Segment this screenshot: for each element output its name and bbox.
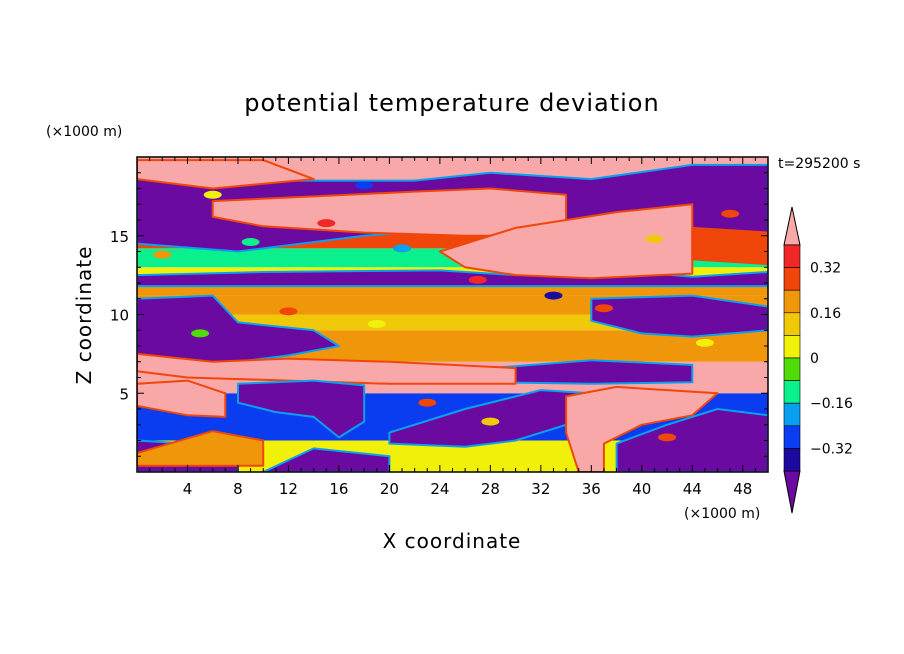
field-region <box>691 226 768 266</box>
colorbar-box <box>783 380 801 404</box>
x-axis-label: X coordinate <box>383 529 522 553</box>
field-region <box>237 379 366 439</box>
y-axis-label: Z coordinate <box>72 246 96 385</box>
colorbar: 0.32 0.16 0 −0.16 −0.32 <box>783 206 853 514</box>
field-patch <box>544 291 563 300</box>
field-region <box>438 203 694 280</box>
x-tick-label: 20 <box>380 480 399 498</box>
field-patch <box>153 250 172 259</box>
x-tick-label: 32 <box>531 480 550 498</box>
field-patch <box>367 319 386 328</box>
chart-title: potential temperature deviation <box>244 89 659 117</box>
field-region <box>137 159 315 190</box>
field-patch <box>191 329 210 338</box>
colorbar-box <box>783 357 801 381</box>
x-tick-label: 8 <box>233 480 243 498</box>
plot-area <box>137 157 768 472</box>
colorbar-box <box>783 244 801 268</box>
field-region <box>137 352 517 385</box>
colorbar-label: −0.32 <box>810 441 853 457</box>
colorbar-box <box>783 312 801 336</box>
field-patch <box>658 433 677 442</box>
x-unit-label: (×1000 m) <box>684 506 760 522</box>
colorbar-arrow-bottom <box>783 470 801 514</box>
colorbar-box <box>783 267 801 291</box>
colorbar-box <box>783 335 801 359</box>
field-patch <box>203 190 222 199</box>
colorbar-arrow-top <box>783 206 801 246</box>
field-patch <box>468 275 487 284</box>
field-patch <box>481 417 500 426</box>
y-unit-label: (×1000 m) <box>46 124 122 140</box>
field-patch <box>695 338 714 347</box>
x-tick-label: 24 <box>430 480 449 498</box>
field-region <box>262 447 391 472</box>
x-tick-label: 36 <box>582 480 601 498</box>
field-region <box>565 385 719 472</box>
colorbar-label: 0 <box>810 351 819 367</box>
y-tick-label: 15 <box>110 228 129 246</box>
field-patch <box>645 234 664 243</box>
colorbar-box <box>783 425 801 449</box>
field-patch <box>355 181 374 190</box>
colorbar-label: −0.16 <box>810 396 853 412</box>
colorbar-box <box>783 289 801 314</box>
field-region <box>137 379 227 418</box>
y-tick-label: 5 <box>119 385 129 403</box>
field-patch <box>241 238 260 247</box>
field-patch <box>279 307 298 316</box>
colorbar-box <box>783 448 801 472</box>
x-tick-label: 4 <box>183 480 193 498</box>
y-tick-label: 10 <box>110 307 129 325</box>
field-patch <box>393 244 412 253</box>
field-region <box>615 408 768 472</box>
field-patch <box>418 398 437 407</box>
colorbar-label: 0.16 <box>810 306 841 322</box>
x-tick-label: 12 <box>279 480 298 498</box>
field-patch <box>317 219 336 228</box>
field-region <box>137 430 265 467</box>
field-patch <box>594 304 613 313</box>
time-label: t=295200 s <box>778 156 860 172</box>
colorbar-label: 0.32 <box>810 261 841 277</box>
x-tick-label: 44 <box>683 480 702 498</box>
field-patch <box>721 209 740 218</box>
x-tick-label: 28 <box>481 480 500 498</box>
colorbar-box <box>783 402 801 427</box>
x-tick-label: 40 <box>632 480 651 498</box>
x-tick-label: 16 <box>329 480 348 498</box>
field-region <box>590 294 768 338</box>
x-tick-label: 48 <box>733 480 752 498</box>
